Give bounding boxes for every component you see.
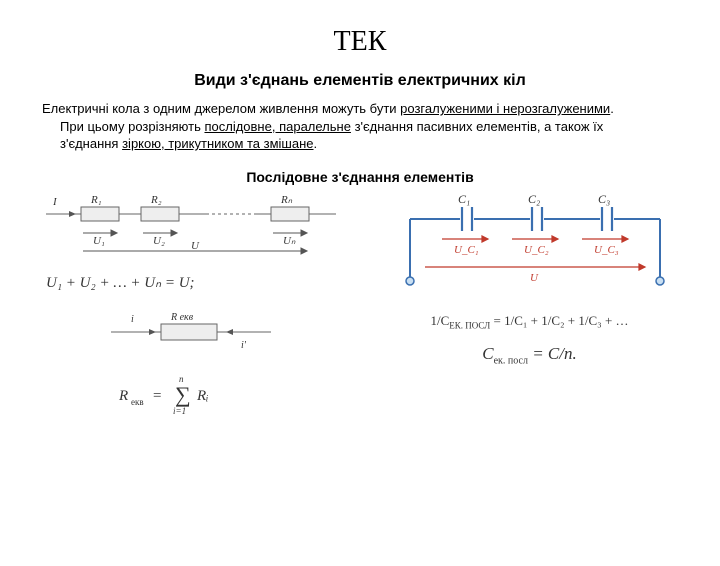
svg-text:i=1: i=1 bbox=[173, 406, 186, 416]
para-text: . bbox=[314, 136, 318, 151]
right-column: C₁ C₂ C₃ U_C₁ U_C₂ U_C₃ U 1/CЕК. ПОСЛ = … bbox=[369, 189, 690, 418]
r-ekv-diagram: i i' R екв bbox=[101, 306, 281, 358]
para-text: з'єднання пасивних елементів, а також їх bbox=[351, 119, 603, 134]
svg-text:U_C₃: U_C₃ bbox=[594, 244, 619, 256]
intro-paragraph: Електричні кола з одним джерелом живленн… bbox=[42, 100, 678, 153]
svg-text:U₂: U₂ bbox=[153, 235, 165, 247]
svg-text:I: I bbox=[52, 196, 58, 208]
svg-text:Rᵢ: Rᵢ bbox=[196, 388, 209, 404]
page-title: ТЕК bbox=[0, 26, 720, 58]
svg-text:U: U bbox=[191, 240, 200, 252]
svg-text:U_C₂: U_C₂ bbox=[524, 244, 549, 256]
para-text: з'єднання bbox=[60, 136, 122, 151]
para-text: При цьому розрізняють bbox=[60, 119, 204, 134]
svg-text:U: U bbox=[530, 272, 539, 284]
svg-text:R екв: R екв bbox=[170, 312, 194, 323]
series-resistors-diagram: I R₁ R₂ Rₙ U₁ U₂ Uₙ U bbox=[41, 189, 341, 259]
para-underline: послідовне, паралельне bbox=[204, 119, 350, 134]
svg-text:екв: екв bbox=[131, 397, 144, 407]
svg-text:R₂: R₂ bbox=[150, 194, 162, 206]
para-text: Електричні кола з одним джерелом живленн… bbox=[42, 101, 400, 116]
left-column: I R₁ R₂ Rₙ U₁ U₂ Uₙ U U₁ + U₂ + … + Uₙ =… bbox=[30, 189, 351, 418]
section-title: Послідовне з'єднання елементів bbox=[0, 169, 720, 185]
subtitle: Види з'єднань елементів електричних кіл bbox=[0, 72, 720, 90]
svg-text:n: n bbox=[179, 374, 184, 384]
svg-text:R: R bbox=[118, 388, 128, 404]
svg-text:U_C₁: U_C₁ bbox=[454, 244, 479, 256]
svg-text:Uₙ: Uₙ bbox=[283, 235, 296, 247]
svg-text:i': i' bbox=[241, 340, 247, 351]
svg-text:U₁: U₁ bbox=[93, 235, 105, 247]
right-eq1: 1/CЕК. ПОСЛ = 1/C₁ + 1/C₂ + 1/C₃ + … bbox=[430, 313, 628, 331]
left-eq1: U₁ + U₂ + … + Uₙ = U; bbox=[46, 273, 195, 292]
svg-text:Rₙ: Rₙ bbox=[280, 194, 293, 206]
para-text: . bbox=[610, 101, 614, 116]
series-capacitors-diagram: C₁ C₂ C₃ U_C₁ U_C₂ U_C₃ U bbox=[380, 189, 680, 299]
svg-text:C₂: C₂ bbox=[528, 192, 540, 206]
svg-text:∑: ∑ bbox=[175, 382, 191, 407]
svg-text:R₁: R₁ bbox=[90, 194, 102, 206]
svg-text:C₃: C₃ bbox=[598, 192, 610, 206]
left-eq2: R екв = ∑ n i=1 Rᵢ bbox=[111, 372, 271, 418]
para-underline: зіркою, трикутником та змішане bbox=[122, 136, 313, 151]
figures-row: I R₁ R₂ Rₙ U₁ U₂ Uₙ U U₁ + U₂ + … + Uₙ =… bbox=[0, 189, 720, 418]
svg-text:i: i bbox=[131, 314, 134, 325]
svg-text:=: = bbox=[153, 388, 161, 404]
right-eq2: Cек. посл = C/n. bbox=[482, 344, 576, 366]
svg-text:C₁: C₁ bbox=[458, 192, 470, 206]
para-underline: розгалуженими і нерозгалуженими bbox=[400, 101, 610, 116]
